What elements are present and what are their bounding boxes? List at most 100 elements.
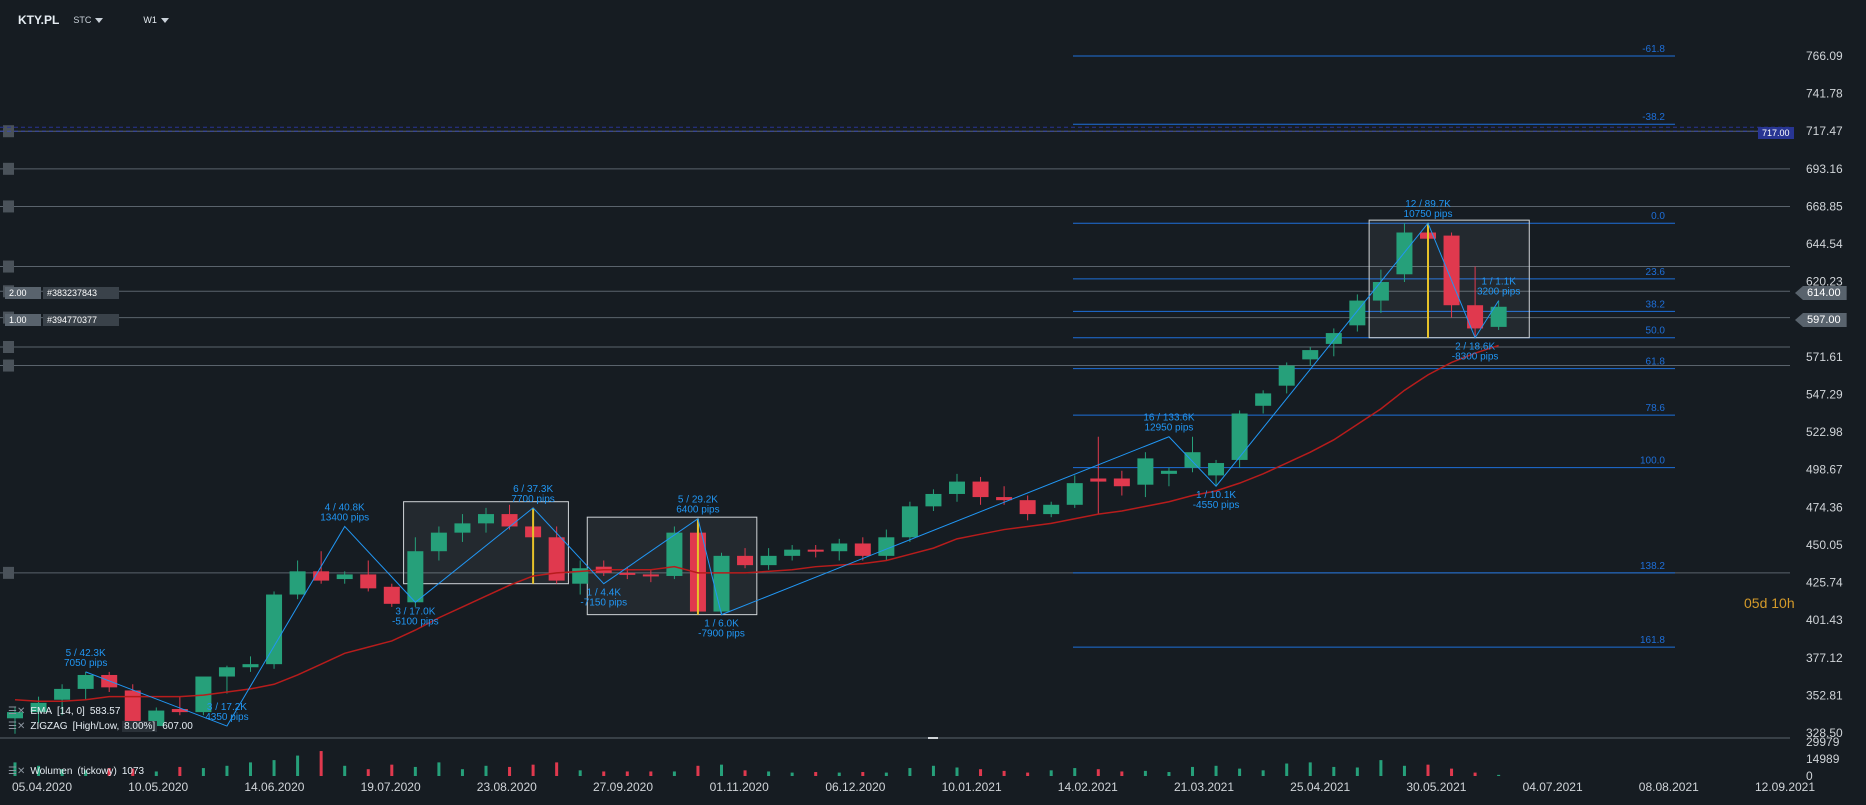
volume-bar (249, 762, 252, 776)
line-handle (3, 260, 14, 273)
zigzag-label-pips: 7700 pips (511, 494, 554, 505)
date-tick-label: 12.09.2021 (1755, 780, 1815, 794)
indicator-params: [14, 0] (57, 706, 85, 717)
candle-body (760, 555, 777, 566)
volume-bar (154, 771, 158, 776)
zigzag-label-pips: 6400 pips (676, 505, 719, 516)
price-tick-label: 352.81 (1806, 688, 1843, 702)
volume-bar (1049, 770, 1053, 776)
volume-bar (578, 770, 582, 776)
candle-body (548, 537, 565, 581)
volume-bar (884, 772, 888, 776)
volume-bar (602, 771, 606, 776)
volume-bar (1073, 768, 1077, 776)
price-tick-label: 425.74 (1806, 576, 1843, 590)
candle-body (1231, 413, 1248, 460)
volume-bar (84, 770, 88, 776)
candle-body (1043, 504, 1060, 515)
volume-bar (1261, 770, 1265, 776)
volume-bar (13, 762, 17, 776)
line-handle (3, 200, 14, 213)
candle-body (1443, 235, 1460, 306)
candle-body (407, 551, 424, 603)
fib-level-label: 0.0 (1651, 211, 1665, 222)
zigzag-label-pips: -5100 pips (392, 616, 439, 627)
indicator-params-highlight: 8.00%] (122, 721, 158, 732)
market-dropdown[interactable]: STC (67, 13, 109, 27)
date-tick-label: 05.04.2020 (12, 780, 72, 794)
order-id: #394770377 (43, 314, 119, 326)
volume-bar (696, 765, 700, 776)
volume-bar (1167, 772, 1171, 776)
indicator-menu-icon[interactable]: ☰✕ (8, 706, 26, 717)
market-label: STC (73, 15, 92, 25)
candle-body (713, 555, 730, 612)
candle-body (242, 664, 259, 668)
indicator-menu-icon[interactable]: ☰✕ (8, 721, 26, 732)
candle-body (1090, 478, 1107, 482)
volume-bar (814, 772, 818, 776)
volume-bar (555, 762, 559, 776)
zigzag-label-count: 1 / 1.1K (1481, 277, 1516, 288)
zigzag-label-count: 3 / 17.2K (207, 702, 247, 713)
candle-body (30, 702, 47, 713)
volume-bar (131, 768, 135, 776)
volume-bar (508, 766, 512, 776)
volume-bar (366, 769, 370, 776)
fib-level-label: 50.0 (1646, 326, 1666, 337)
panel-resize-handle (928, 737, 938, 739)
volume-bar (767, 771, 771, 776)
level-price-tag: 717.00 (1758, 127, 1794, 139)
volume-indicator[interactable]: ☰✕ Wolumen (tickowy) 1073 (8, 766, 144, 777)
volume-bar (1191, 766, 1194, 776)
candle-body (77, 674, 94, 689)
candle-body (1302, 350, 1319, 360)
volume-bar (672, 771, 676, 776)
order-tag[interactable]: 2.00 #383237843 (5, 287, 119, 299)
candle-body (289, 571, 306, 595)
fib-level-label: 23.6 (1646, 267, 1666, 278)
volume-bar (60, 769, 64, 776)
indicator-menu-icon[interactable]: ☰✕ (8, 766, 26, 777)
price-tick-label: 328.50 (1806, 726, 1843, 740)
zigzag-label-pips: 4350 pips (205, 712, 248, 723)
timeframe-dropdown[interactable]: W1 (137, 13, 175, 27)
candle-body (1019, 500, 1036, 515)
candle-body (784, 549, 801, 556)
volume-bar (272, 760, 276, 776)
candle-body (854, 543, 871, 556)
volume-bar (790, 772, 794, 776)
volume-bar (908, 768, 912, 776)
candle-body (430, 532, 447, 552)
volume-bar (1143, 770, 1147, 776)
volume-bar (861, 772, 865, 776)
candle-body (1113, 478, 1130, 487)
volume-bar (531, 764, 535, 776)
indicator-zigzag[interactable]: ☰✕ ZIGZAG [High/Low, 8.00%] 607.00 (8, 721, 193, 732)
fib-level-label: 78.6 (1646, 403, 1666, 414)
order-tag[interactable]: 1.00 #394770377 (5, 314, 119, 326)
zigzag-label-pips: -4550 pips (1193, 500, 1240, 511)
price-tick-label: 717.47 (1806, 124, 1843, 138)
price-tick-label: 377.12 (1806, 651, 1843, 665)
current-price-tag: 597.00 (1795, 313, 1847, 327)
date-tick-label: 04.07.2021 (1523, 780, 1583, 794)
volume-bar (1426, 764, 1430, 776)
candle-body (1184, 452, 1201, 468)
candle-body (642, 574, 659, 577)
zigzag-label-pips: 10750 pips (1404, 209, 1453, 220)
candle-body (171, 709, 188, 713)
volume-bar (625, 771, 629, 776)
indicator-ema[interactable]: ☰✕ EMA [14, 0] 583.57 (8, 706, 120, 717)
indicator-params-start: [High/Low, (72, 721, 120, 732)
zigzag-label-count: 4 / 40.8K (325, 502, 365, 513)
candle-body (360, 574, 377, 589)
order-qty: 1.00 (5, 314, 41, 326)
date-tick-label: 10.05.2020 (128, 780, 188, 794)
date-tick-label: 23.08.2020 (477, 780, 537, 794)
indicator-params: [High/Low, 8.00%] (73, 721, 158, 732)
candle-body (1160, 470, 1177, 474)
candle-body (1490, 306, 1507, 327)
